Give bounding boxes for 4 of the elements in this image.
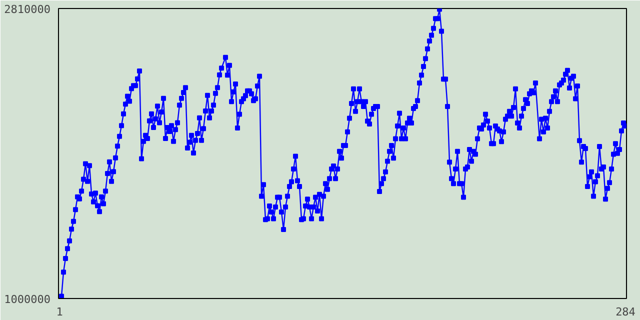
x-tick-label: 284	[616, 306, 636, 318]
y-tick-label: 1000000	[4, 293, 50, 306]
x-tick-label: 1	[56, 306, 63, 318]
y-tick-label: 2810000	[4, 3, 50, 16]
